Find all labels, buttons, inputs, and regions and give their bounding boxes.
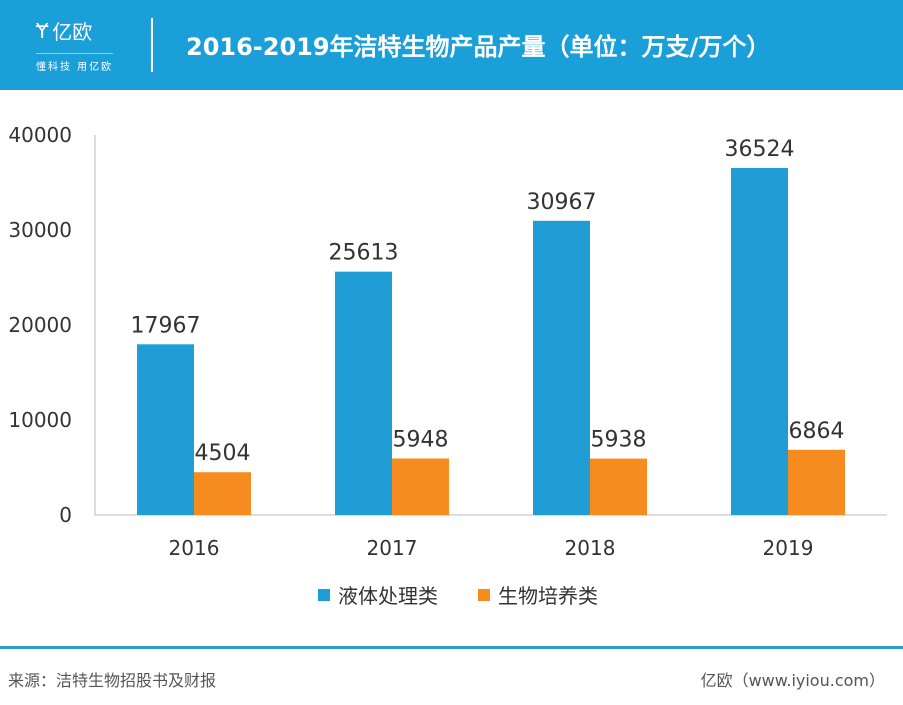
credit-note: 亿欧（www.iyiou.com） — [700, 671, 885, 690]
logo-text: 亿欧 — [52, 20, 93, 44]
data-label: 6864 — [789, 419, 845, 444]
logo-tagline: 懂科技 用亿欧 — [36, 53, 114, 73]
bar-chart: 0 10000 20000 30000 40000 2016 17967 4504 2017 25… — [8, 123, 887, 560]
legend-label: 生物培养类 — [498, 584, 598, 608]
logo-y-icon: Ɏ — [36, 18, 49, 43]
legend-label: 液体处理类 — [338, 584, 438, 608]
source-note: 来源：洁特生物招股书及财报 — [8, 671, 217, 690]
data-label: 36524 — [725, 137, 795, 162]
legend: 液体处理类 生物培养类 — [318, 580, 598, 609]
bar-culture — [590, 458, 647, 515]
data-label: 5938 — [591, 428, 647, 453]
y-tick-label: 20000 — [8, 313, 72, 337]
y-tick-label: 0 — [59, 503, 72, 527]
legend-item: 生物培养类 — [478, 580, 598, 609]
bar-liquid — [533, 220, 590, 515]
legend-item: 液体处理类 — [318, 580, 438, 609]
data-label: 17967 — [131, 313, 201, 338]
y-tick-label: 30000 — [8, 218, 72, 242]
bar-liquid — [731, 168, 788, 515]
data-label: 30967 — [527, 190, 597, 215]
x-tick-label: 2018 — [565, 536, 616, 560]
chart-title: 2016-2019年洁特生物产品产量（单位：万支/万个） — [186, 33, 771, 61]
data-label: 5948 — [393, 427, 449, 452]
y-tick-label: 10000 — [8, 408, 72, 432]
bar-culture — [194, 472, 251, 515]
x-tick-label: 2016 — [169, 536, 220, 560]
y-tick-label: 40000 — [8, 123, 72, 147]
logo: Ɏ 亿欧 懂科技 用亿欧 — [36, 16, 114, 73]
data-label: 25613 — [329, 241, 399, 266]
bar-liquid — [335, 271, 392, 515]
footer-divider — [0, 646, 903, 649]
x-tick-label: 2017 — [367, 536, 418, 560]
x-tick-label: 2019 — [763, 536, 814, 560]
legend-swatch — [478, 588, 490, 601]
bar-culture — [788, 449, 845, 515]
legend-swatch — [318, 588, 330, 601]
header-banner: Ɏ 亿欧 懂科技 用亿欧 2016-2019年洁特生物产品产量（单位：万支/万个） — [0, 0, 903, 90]
header-divider — [151, 18, 153, 72]
bar-culture — [392, 458, 449, 515]
bar-liquid — [137, 344, 194, 515]
data-label: 4504 — [195, 441, 251, 466]
